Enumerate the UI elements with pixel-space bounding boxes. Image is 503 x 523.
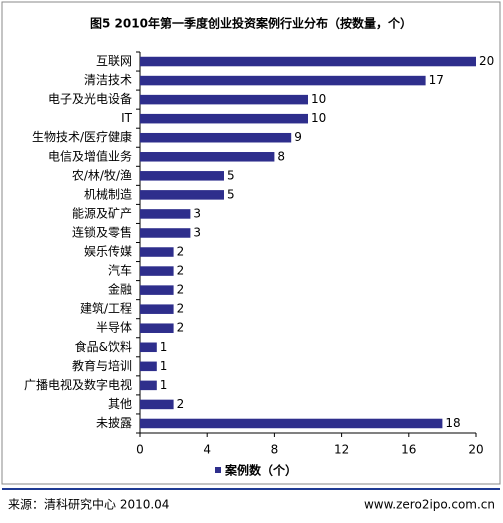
value-label: 5: [227, 168, 235, 182]
bar: [140, 209, 191, 219]
chart-title: 图5 2010年第一季度创业投资案例行业分布（按数量，个）: [90, 16, 412, 31]
y-tick-label: 机械制造: [84, 186, 132, 201]
bar: [140, 285, 174, 295]
y-tick-label: 广播电视及数字电视: [24, 377, 132, 392]
bar: [140, 152, 275, 162]
legend-label: 案例数（个）: [224, 463, 297, 478]
y-tick-label: 金融: [108, 282, 132, 297]
website: www.zero2ipo.com.cn: [364, 498, 495, 512]
y-tick-label: 食品&饮料: [75, 339, 132, 354]
bar: [140, 266, 174, 276]
bar: [140, 323, 174, 333]
bar: [140, 304, 174, 314]
value-label: 9: [294, 130, 302, 144]
y-tick-label: 半导体: [96, 321, 132, 335]
bar: [140, 56, 476, 67]
y-tick-label: 未披露: [96, 416, 132, 430]
x-tick-label: 20: [468, 443, 483, 457]
y-tick-label: 其他: [108, 397, 132, 411]
y-tick-label: IT: [121, 111, 133, 125]
y-tick-label: 农/林/牧/渔: [72, 168, 132, 182]
chart-frame: [1, 1, 501, 485]
value-label: 2: [177, 245, 185, 259]
value-label: 1: [160, 340, 168, 354]
bar: [140, 113, 308, 124]
bar: [140, 380, 157, 391]
y-tick-label: 能源及矿产: [72, 206, 132, 220]
value-label: 2: [177, 302, 185, 316]
source: 来源：清科研究中心 2010.04: [8, 497, 169, 512]
bar: [140, 94, 308, 105]
value-label: 10: [311, 92, 326, 106]
bar: [140, 418, 443, 429]
y-tick-label: 互联网: [96, 54, 132, 68]
y-tick-label: 娱乐传媒: [84, 244, 132, 259]
y-tick-label: 电信及增值业务: [48, 148, 132, 163]
value-label: 1: [160, 378, 168, 392]
x-tick-label: 16: [401, 443, 416, 457]
value-label: 8: [277, 149, 285, 163]
bar: [140, 361, 157, 372]
bar: [140, 342, 157, 353]
y-tick-label: 汽车: [108, 263, 132, 278]
value-label: 2: [177, 321, 185, 335]
bar: [140, 171, 224, 181]
value-label: 20: [479, 54, 494, 68]
value-label: 2: [177, 283, 185, 297]
value-label: 18: [445, 416, 460, 430]
x-tick-label: 12: [334, 443, 349, 457]
x-tick-label: 0: [136, 443, 144, 457]
x-tick-label: 8: [271, 443, 279, 457]
value-label: 10: [311, 111, 326, 125]
bar: [140, 247, 174, 257]
y-tick-label: 建筑/工程: [80, 301, 132, 316]
value-label: 2: [177, 397, 185, 411]
bar: [140, 399, 174, 410]
y-tick-label: 教育与培训: [72, 358, 132, 373]
y-tick-label: 连锁及零售: [72, 224, 132, 239]
bar: [140, 132, 292, 143]
bar: [140, 190, 224, 200]
bar: [140, 228, 191, 238]
bar: [140, 75, 426, 86]
legend-swatch: [215, 467, 221, 473]
value-label: 3: [193, 206, 201, 220]
y-tick-label: 电子及光电设备: [48, 92, 132, 106]
value-label: 2: [177, 264, 185, 278]
value-label: 5: [227, 187, 235, 201]
value-label: 1: [160, 359, 168, 373]
y-tick-label: 清洁技术: [84, 73, 132, 87]
value-label: 3: [193, 225, 201, 239]
y-tick-label: 生物技术/医疗健康: [32, 129, 132, 144]
x-tick-label: 4: [203, 443, 211, 457]
value-label: 17: [429, 73, 444, 87]
